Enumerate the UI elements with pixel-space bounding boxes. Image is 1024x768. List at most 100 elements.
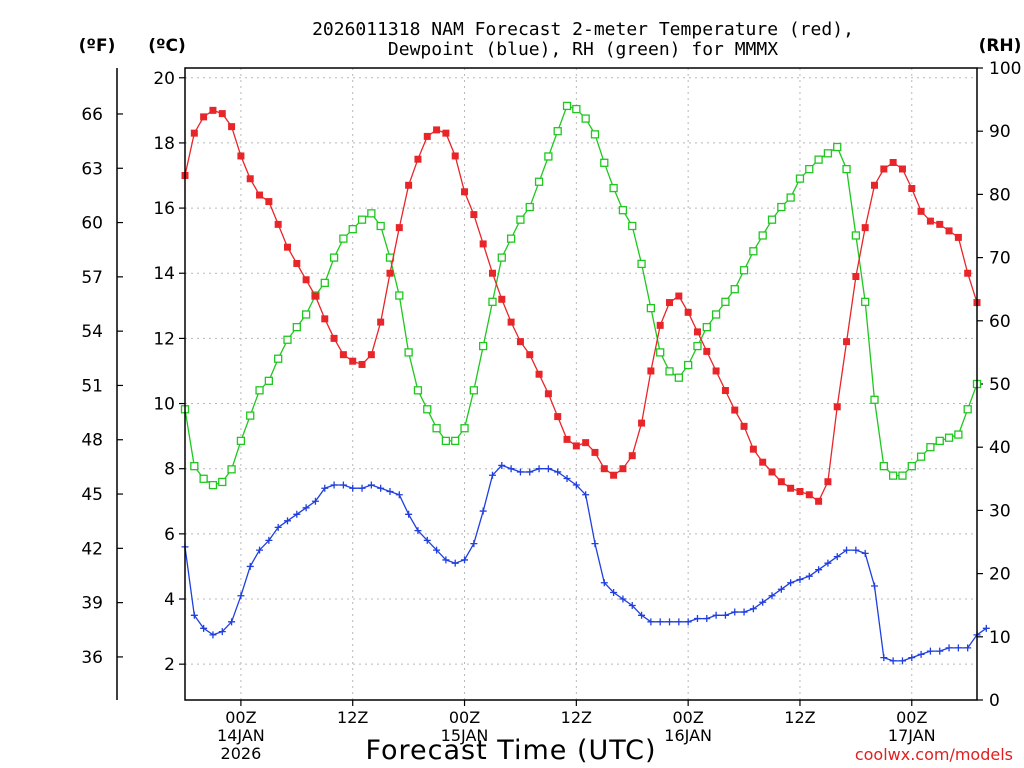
temperature-point <box>246 175 254 183</box>
dewpoint-point <box>228 618 236 626</box>
temperature-point <box>610 471 618 479</box>
dewpoint-point <box>777 585 785 593</box>
rh-point <box>413 386 423 395</box>
time-tick-label: 00Z <box>225 708 256 727</box>
dewpoint-point <box>731 608 739 616</box>
temperature-point <box>377 318 385 326</box>
rh-point <box>646 304 656 313</box>
rh-point <box>460 424 469 433</box>
credit-label: coolwx.com/models <box>855 745 1013 764</box>
dewpoint-point <box>898 657 906 665</box>
rh-point <box>190 462 199 471</box>
temperature-point <box>656 321 664 329</box>
rh-line <box>184 105 978 486</box>
fahrenheit-unit-label: (ºF) <box>79 36 116 56</box>
rh-point <box>693 341 702 351</box>
celsius-tick-label: 12 <box>153 329 175 349</box>
temperature-point <box>209 106 217 114</box>
dewpoint-point <box>535 465 543 473</box>
time-tick-label: 16JAN <box>664 726 712 745</box>
rh-point <box>888 471 898 480</box>
celsius-tick-label: 8 <box>164 460 175 480</box>
dewpoint-point <box>451 559 459 567</box>
rh-point <box>767 215 777 224</box>
temperature-point <box>880 165 888 173</box>
temperature-point <box>805 491 813 499</box>
rh-point <box>730 285 739 294</box>
dewpoint-point <box>237 592 245 600</box>
fahrenheit-tick-label: 48 <box>81 431 103 451</box>
temperature-point <box>964 269 972 277</box>
dewpoint-point <box>796 575 804 583</box>
dewpoint-point <box>507 465 515 473</box>
rh-point <box>609 183 618 193</box>
dewpoint-point <box>628 602 636 610</box>
temperature-point <box>516 338 524 346</box>
dewpoint-point <box>461 556 469 564</box>
dewpoint-point <box>712 611 720 619</box>
dewpoint-point <box>768 592 776 600</box>
temperature-point <box>787 484 795 492</box>
celsius-tick-label: 4 <box>164 590 175 610</box>
dewpoint-point <box>871 582 879 590</box>
rh-point <box>562 101 572 111</box>
rh-point <box>823 149 833 158</box>
rh-point <box>879 462 888 471</box>
temperature-point <box>731 406 739 414</box>
dewpoint-point <box>423 536 431 544</box>
rh-tick-label: 30 <box>989 501 1011 521</box>
rh-point <box>656 348 665 357</box>
rh-point <box>628 221 637 231</box>
temperature-point <box>815 497 823 505</box>
dewpoint-point <box>964 644 972 652</box>
rh-point <box>348 225 357 234</box>
rh-point <box>404 348 413 357</box>
dewpoint-point <box>209 631 217 639</box>
celsius-tick-label: 16 <box>153 199 175 219</box>
time-tick-label: 12Z <box>784 708 815 727</box>
dewpoint-point <box>442 556 450 564</box>
dewpoint-point <box>843 546 851 554</box>
temperature-point <box>898 165 906 173</box>
dewpoint-point <box>936 647 944 655</box>
rh-point <box>944 433 954 442</box>
rh-point <box>833 142 842 152</box>
dewpoint-point <box>377 484 385 492</box>
dewpoint-point <box>954 644 962 652</box>
time-tick-label: 2026 <box>221 744 262 763</box>
rh-point <box>264 376 274 385</box>
temperature-point <box>228 123 236 131</box>
rh-point <box>600 158 609 167</box>
temperature-point <box>535 370 543 378</box>
temperature-point <box>414 155 422 163</box>
rh-point <box>199 474 208 483</box>
rh-tick-label: 50 <box>989 375 1011 395</box>
x-axis-title: Forecast Time (UTC) <box>365 735 656 766</box>
chart-title-line-2: Dewpoint (blue), RH (green) for MMMX <box>388 39 778 60</box>
rh-point <box>534 177 544 186</box>
rh-point <box>795 174 805 183</box>
rh-point <box>227 465 236 474</box>
temperature-point <box>954 233 962 241</box>
fahrenheit-tick-label: 36 <box>81 648 103 668</box>
dewpoint-point <box>582 491 590 499</box>
dewpoint-point <box>405 510 413 518</box>
rh-point <box>301 310 311 319</box>
dewpoint-point <box>600 579 608 587</box>
dewpoint-point <box>805 572 813 580</box>
temperature-point <box>749 445 757 453</box>
time-tick-label: 17JAN <box>888 726 936 745</box>
fahrenheit-tick-label: 51 <box>81 376 103 396</box>
temperature-point <box>237 152 245 160</box>
dewpoint-point <box>684 618 692 626</box>
fahrenheit-tick-label: 66 <box>81 105 103 125</box>
rh-point <box>777 202 786 212</box>
temperature-point <box>274 220 282 228</box>
temperature-point <box>479 240 487 248</box>
dewpoint-point <box>433 546 441 554</box>
celsius-tick-label: 20 <box>153 69 175 89</box>
rh-point <box>842 164 851 174</box>
rh-point <box>572 104 581 114</box>
dewpoint-point <box>563 474 571 482</box>
